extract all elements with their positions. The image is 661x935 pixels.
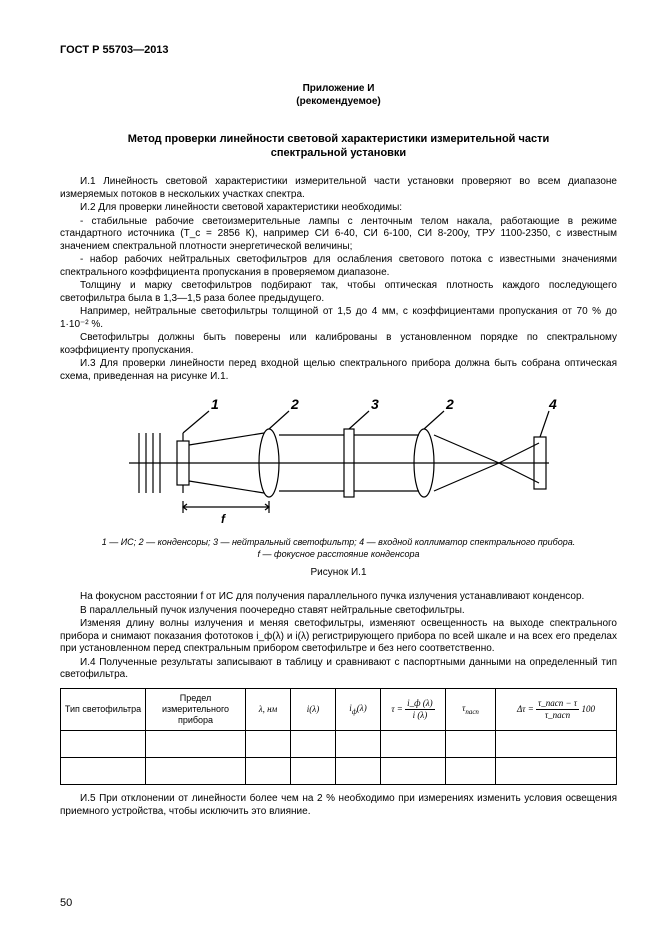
annex-line1: Приложение И [60, 82, 617, 95]
table-col-iphi: iф(λ) [336, 688, 381, 731]
section-title: Метод проверки линейности световой харак… [60, 132, 617, 161]
page-number: 50 [60, 897, 72, 911]
title-line2: спектральной установки [60, 146, 617, 160]
figure-label-1: 1 [211, 396, 219, 412]
para-focus: На фокусном расстоянии f от ИС для получ… [60, 591, 617, 604]
figure-number: Рисунок И.1 [60, 567, 617, 580]
para-example: Например, нейтральные светофильтры толщи… [60, 306, 617, 331]
para-i1: И.1 Линейность световой характеристики и… [60, 176, 617, 201]
figure-label-4: 4 [548, 396, 557, 412]
para-i3: И.3 Для проверки линейности перед входно… [60, 358, 617, 383]
para-wavelength: Изменяя длину волны излучения и меняя св… [60, 618, 617, 656]
para-i2: И.2 Для проверки линейности световой хар… [60, 202, 617, 215]
results-table: Тип светофильтра Предел измерительного п… [60, 688, 617, 786]
figure-caption-line1: 1 — ИС; 2 — конденсоры; 3 — нейтральный … [60, 537, 617, 549]
figure-optical-scheme: 1 2 3 2 4 f [119, 393, 559, 533]
figure-caption-line2: f — фокусное расстояние конденсора [60, 549, 617, 561]
para-i4: И.4 Полученные результаты записывают в т… [60, 657, 617, 682]
table-col-lambda: λ, нм [246, 688, 291, 731]
figure-label-2a: 2 [290, 396, 299, 412]
para-i5: И.5 При отклонении от линейности более ч… [60, 793, 617, 818]
figure-caption: 1 — ИС; 2 — конденсоры; 3 — нейтральный … [60, 537, 617, 560]
table-col-delta-tau: Δτ = τ_пасп − ττ_пасп 100 [496, 688, 617, 731]
para-parallel: В параллельный пучок излучения поочередн… [60, 605, 617, 618]
table-col-tau: τ = i_ф (λ)i (λ) [381, 688, 446, 731]
annex-block: Приложение И (рекомендуемое) [60, 82, 617, 108]
figure-f-label: f [221, 512, 226, 526]
table-header-row: Тип светофильтра Предел измерительного п… [61, 688, 617, 731]
para-i2-bullet1: - стабильные рабочие светоизмерительные … [60, 216, 617, 254]
table-col-tau-pasp: τпасп [446, 688, 496, 731]
para-thickness: Толщину и марку светофильтров подбирают … [60, 280, 617, 305]
figure-label-2b: 2 [445, 396, 454, 412]
document-header: ГОСТ Р 55703—2013 [60, 44, 617, 58]
annex-line2: (рекомендуемое) [60, 95, 617, 108]
table-col-type: Тип светофильтра [61, 688, 146, 731]
figure-label-3: 3 [371, 396, 379, 412]
title-line1: Метод проверки линейности световой харак… [60, 132, 617, 146]
table-row [61, 758, 617, 785]
para-calibration: Светофильтры должны быть поверены или ка… [60, 332, 617, 357]
table-col-i: i(λ) [291, 688, 336, 731]
para-i2-bullet2: - набор рабочих нейтральных светофильтро… [60, 254, 617, 279]
table-col-limit: Предел измерительного прибора [146, 688, 246, 731]
table-row [61, 731, 617, 758]
